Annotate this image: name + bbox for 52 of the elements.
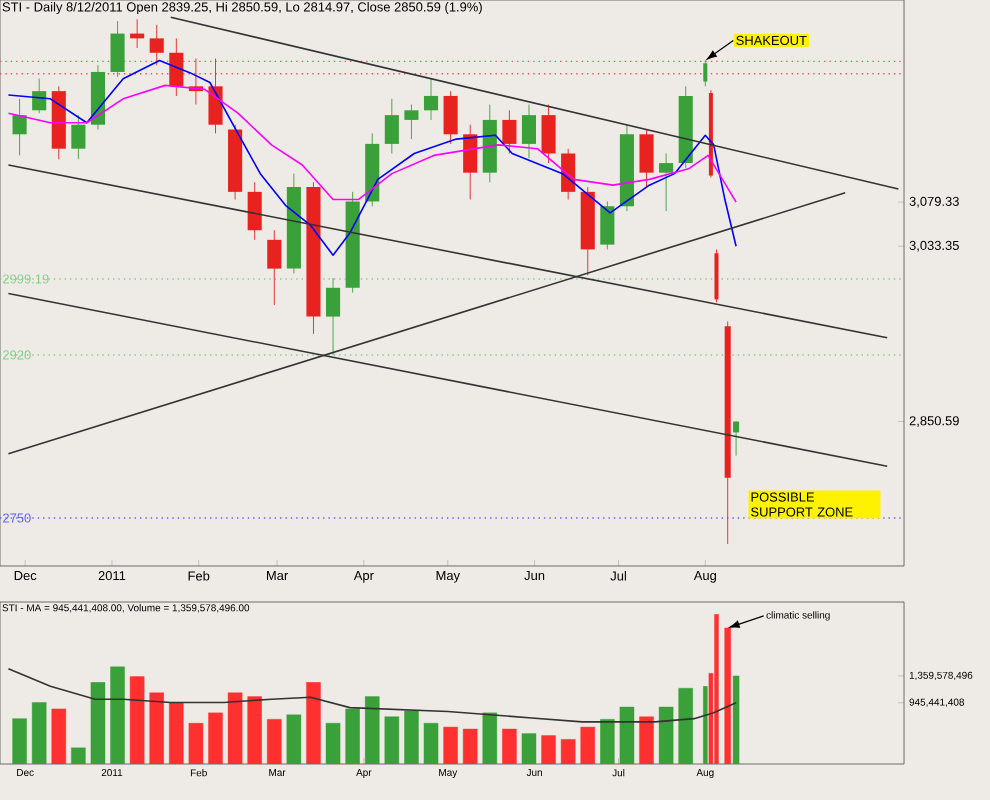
bar: [658, 706, 674, 765]
bar: [560, 739, 576, 765]
candlestick: [12, 98, 27, 156]
bar: [462, 728, 478, 765]
candlestick: [169, 37, 184, 97]
line-series: [7, 667, 737, 723]
bar: [247, 696, 262, 765]
bar: [188, 722, 204, 765]
bar: [502, 728, 517, 765]
bar: [600, 719, 615, 765]
line-series: [7, 59, 737, 256]
bar: [208, 712, 223, 765]
bar: [443, 726, 458, 765]
candlestick: [541, 104, 556, 164]
candlestick: [247, 181, 262, 241]
bar: [345, 708, 360, 765]
candlestick: [326, 277, 341, 356]
bar: [90, 682, 106, 765]
candlestick: [32, 78, 47, 114]
candlestick: [404, 104, 419, 140]
bar: [286, 714, 302, 765]
candlestick: [423, 78, 439, 121]
candlestick: [600, 201, 615, 250]
candlestick: [110, 20, 125, 78]
bar: [149, 692, 164, 765]
bar: [541, 735, 556, 765]
candlestick: [149, 24, 164, 66]
bar: [404, 710, 419, 765]
bar: [384, 716, 400, 765]
bar: [580, 726, 595, 765]
bar: [639, 716, 654, 765]
bar: [364, 696, 380, 765]
candlestick: [71, 114, 86, 160]
bar: [110, 666, 125, 765]
candlestick: [443, 90, 458, 145]
bar: [71, 747, 86, 765]
candlestick: [463, 124, 478, 200]
bar: [423, 722, 439, 765]
candlestick: [208, 58, 223, 134]
bar: [482, 712, 498, 765]
candlestick: [639, 129, 654, 188]
candlestick: [384, 98, 399, 154]
bar: [267, 719, 282, 765]
candlestick: [521, 104, 537, 159]
bar: [521, 733, 537, 765]
candlestick: [659, 153, 674, 212]
line-series: [7, 84, 737, 203]
bar: [12, 718, 27, 765]
candlestick: [267, 229, 282, 306]
bar: [169, 702, 184, 765]
candlestick: [502, 109, 517, 154]
bar: [306, 682, 321, 765]
